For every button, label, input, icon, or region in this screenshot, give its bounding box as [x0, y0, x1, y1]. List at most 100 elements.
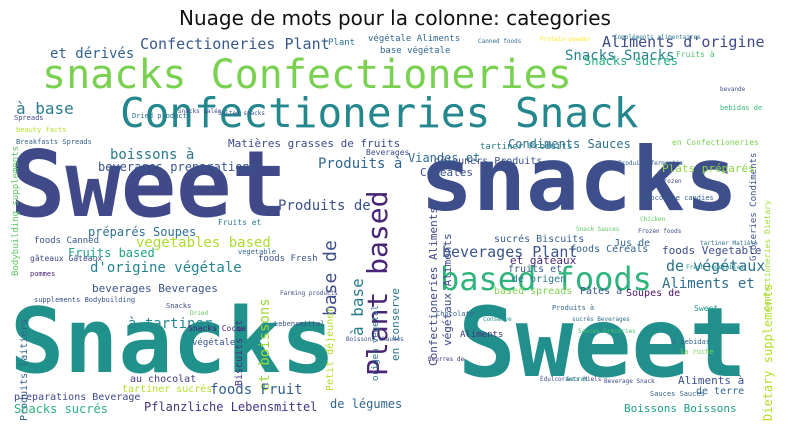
- cloud-word: d'origine végétale: [90, 260, 242, 276]
- cloud-word: Boissons Boissons: [624, 402, 737, 415]
- cloud-word: foods Canned: [34, 236, 100, 246]
- cloud-word: Soupes de: [626, 288, 681, 299]
- cloud-word: Matières grasses de fruits: [228, 137, 401, 150]
- cloud-word: Fruits à: [676, 50, 715, 59]
- cloud-word: tartiner Produits: [480, 142, 573, 152]
- cloud-word: Frozen: [660, 178, 682, 185]
- cloud-word: de légumes: [330, 397, 403, 411]
- cloud-word: en conserve: [389, 288, 402, 361]
- cloud-word: bebidas de: [720, 104, 763, 112]
- cloud-word: vegetable: [238, 248, 276, 256]
- cloud-word: Bodybuilding supplements: [11, 145, 21, 276]
- cloud-word: beverages Beverages: [92, 282, 218, 295]
- cloud-word: fruits et: [508, 264, 563, 275]
- cloud-word: Aliments à: [678, 374, 745, 387]
- cloud-word: Boissons chaudes: [346, 336, 404, 343]
- word-cloud: Sweet snacks Snacks Sweet snacks Confect…: [10, 31, 780, 421]
- cloud-word: Snacks: [10, 289, 336, 394]
- cloud-word: boissons à: [110, 147, 195, 163]
- cloud-word: Pâtes à: [580, 286, 623, 297]
- cloud-word: gâteaux Gâteaux: [30, 254, 103, 263]
- cloud-word: pommes: [30, 270, 56, 278]
- cloud-word: Snacks sucrés: [14, 402, 108, 416]
- cloud-word: origen vegetal: [371, 305, 381, 381]
- cloud-word: Sucres: [566, 376, 588, 383]
- cloud-word: Canned foods: [478, 38, 522, 45]
- cloud-word: Sweet: [458, 287, 747, 399]
- cloud-word: Aliments et: [662, 276, 755, 292]
- cloud-word: preparations Beverage: [14, 392, 141, 403]
- cloud-word: foods Cereals: [570, 244, 649, 255]
- cloud-word: supplements Bodybuilding: [34, 296, 136, 304]
- cloud-word: Sweet: [694, 304, 719, 313]
- cloud-word: Aliments: [460, 330, 504, 340]
- cloud-word: végétale Aliments: [368, 34, 461, 44]
- cloud-word: Chocolate candies: [642, 194, 714, 202]
- cloud-word: et dérivés: [50, 46, 135, 62]
- cloud-word: déjeuners Produits: [434, 156, 543, 167]
- cloud-word: Confectioneries Snack: [120, 89, 639, 137]
- cloud-word: Sauces Sauces: [650, 390, 705, 398]
- cloud-word: Viandes et: [408, 151, 481, 165]
- cloud-word: foods Vegetable: [662, 244, 762, 257]
- cloud-word: Breakfasts Spreads: [16, 138, 92, 146]
- cloud-word: Produits à: [318, 156, 403, 172]
- cloud-word: Produits à: [552, 304, 595, 312]
- cloud-word: sucrés Beverages: [572, 316, 630, 323]
- cloud-word: de terre: [696, 386, 745, 397]
- cloud-word: Salted snacks: [218, 110, 265, 117]
- chart-title: Nuage de mots pour la colonne: categorie…: [179, 6, 611, 30]
- cloud-word: beauty facts: [16, 126, 67, 134]
- cloud-word: tartiner Matière: [700, 240, 758, 247]
- cloud-word: Snacks sucrés: [584, 54, 678, 68]
- cloud-word: à tartiner: [128, 316, 213, 332]
- cloud-word: Dried: [190, 310, 209, 317]
- cloud-word: Fresh vegetables: [686, 264, 744, 271]
- cloud-word: Beurres de: [428, 356, 465, 363]
- cloud-word: en Confectioneries: [672, 138, 759, 147]
- cloud-word: Aliments d'origine: [602, 33, 765, 51]
- cloud-word: Beverage Snack: [604, 378, 655, 385]
- cloud-word: Frozen foods: [638, 228, 682, 235]
- cloud-word: beverages preparations: [98, 160, 257, 174]
- cloud-word: Chicken: [640, 216, 666, 223]
- cloud-word: la ruche: [680, 348, 714, 356]
- cloud-word: Confectioneries Plant: [140, 35, 330, 53]
- cloud-word: Produits de: [278, 198, 371, 214]
- cloud-word: bevande: [720, 86, 746, 93]
- cloud-word: Snacks Cocoa: [188, 324, 246, 333]
- cloud-word: Petit déjeuner: [325, 306, 336, 391]
- cloud-word: snacks Confectioneries: [42, 52, 572, 98]
- cloud-word: Snacks: [166, 302, 192, 310]
- cloud-word: sucrés Biscuits: [494, 234, 585, 245]
- cloud-word: Édulcorants Miels: [540, 376, 602, 383]
- cloud-word: base de: [320, 240, 341, 316]
- cloud-word: Chocolate: [436, 310, 474, 318]
- cloud-word: à base: [348, 278, 367, 336]
- cloud-word: based spreads: [494, 286, 573, 297]
- cloud-word: et gâteaux: [510, 254, 577, 267]
- cloud-word: et boissons: [257, 298, 273, 391]
- cloud-word: Snacks Snacks: [565, 48, 675, 64]
- cloud-word: Protein powder: [540, 36, 591, 43]
- cloud-word: vegetables based: [136, 235, 271, 251]
- cloud-word: Farming products: [280, 290, 338, 297]
- cloud-word: snacks: [420, 128, 738, 231]
- cloud-word: Sweet: [10, 131, 287, 238]
- cloud-word: Compléments alimentaires: [614, 34, 701, 41]
- cloud-word: Spreads: [14, 114, 44, 122]
- cloud-word: Plant: [328, 38, 356, 48]
- cloud-word: au chocolat: [130, 374, 197, 385]
- cloud-word: de origen: [512, 274, 567, 285]
- cloud-word: tartiner sucrés: [122, 384, 213, 395]
- cloud-word: préparés Soupes: [88, 225, 197, 239]
- cloud-word: Fruits based: [68, 246, 155, 260]
- cloud-word: de végétaux: [666, 257, 766, 275]
- cloud-word: Condiments Sauces: [508, 137, 631, 151]
- cloud-word: Pflanzliche Lebensmittel: [144, 400, 318, 414]
- cloud-word: végétale: [192, 338, 236, 348]
- cloud-word: base végétale: [380, 46, 451, 56]
- cloud-word: Snack Sauces: [576, 226, 620, 233]
- cloud-word: beverages Plant: [442, 243, 578, 261]
- cloud-word: Dried products: [132, 112, 192, 120]
